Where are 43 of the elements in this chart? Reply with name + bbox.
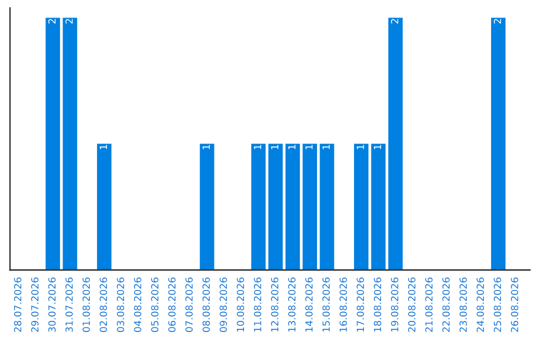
x-tick-label: 15.08.2026 bbox=[322, 278, 330, 332]
x-tick-label: 30.07.2026 bbox=[48, 278, 56, 332]
x-tick-label: 06.08.2026 bbox=[168, 278, 176, 332]
x-tick-label: 29.07.2026 bbox=[31, 278, 39, 332]
x-tick-label: 05.08.2026 bbox=[151, 278, 158, 332]
data-label: 2 bbox=[494, 19, 501, 24]
data-label: 1 bbox=[254, 144, 262, 150]
x-tick-label: 21.08.2026 bbox=[425, 278, 433, 332]
data-label: 2 bbox=[390, 19, 398, 24]
data-label: 1 bbox=[288, 144, 296, 150]
x-tick-label: 03.08.2026 bbox=[116, 278, 124, 332]
x-tick-label: 22.08.2026 bbox=[442, 278, 450, 332]
x-tick-label: 02.08.2026 bbox=[100, 278, 108, 332]
x-tick-label: 25.08.2026 bbox=[494, 278, 502, 332]
x-tick-label: 31.07.2026 bbox=[65, 278, 73, 332]
x-tick-label: 20.08.2026 bbox=[408, 278, 416, 332]
x-tick-label: 01.08.2026 bbox=[82, 278, 90, 332]
x-tick-label: 11.08.2026 bbox=[254, 278, 262, 332]
data-label: 1 bbox=[271, 144, 278, 150]
data-label: 1 bbox=[374, 144, 382, 150]
x-tick-label: 10.08.2026 bbox=[236, 278, 244, 332]
data-label: 2 bbox=[65, 19, 73, 24]
x-tick-label: 12.08.2026 bbox=[271, 278, 278, 332]
x-tick-label: 17.08.2026 bbox=[356, 278, 364, 332]
data-label: 1 bbox=[322, 144, 330, 150]
x-tick-label: 24.08.2026 bbox=[476, 278, 484, 332]
x-tick-label: 18.08.2026 bbox=[374, 278, 382, 332]
x-tick-label: 23.08.2026 bbox=[460, 278, 467, 332]
x-tick-label: 16.08.2026 bbox=[340, 278, 347, 332]
x-tick-label: 09.08.2026 bbox=[220, 278, 227, 332]
x-tick-label: 26.08.2026 bbox=[510, 278, 518, 332]
x-tick-label: 19.08.2026 bbox=[390, 278, 398, 332]
x-tick-label: 14.08.2026 bbox=[305, 278, 313, 332]
data-label: 1 bbox=[100, 144, 107, 150]
x-tick-label: 07.08.2026 bbox=[185, 278, 193, 332]
data-label: 1 bbox=[356, 144, 364, 150]
data-label: 1 bbox=[305, 144, 313, 150]
x-tick-label: 04.08.2026 bbox=[134, 278, 142, 332]
data-label: 1 bbox=[202, 144, 210, 150]
x-tick-label: 08.08.2026 bbox=[202, 278, 210, 332]
x-tick-label: 28.07.2026 bbox=[14, 278, 22, 332]
data-label: 2 bbox=[48, 19, 56, 24]
x-tick-label: 13.08.2026 bbox=[288, 278, 296, 332]
